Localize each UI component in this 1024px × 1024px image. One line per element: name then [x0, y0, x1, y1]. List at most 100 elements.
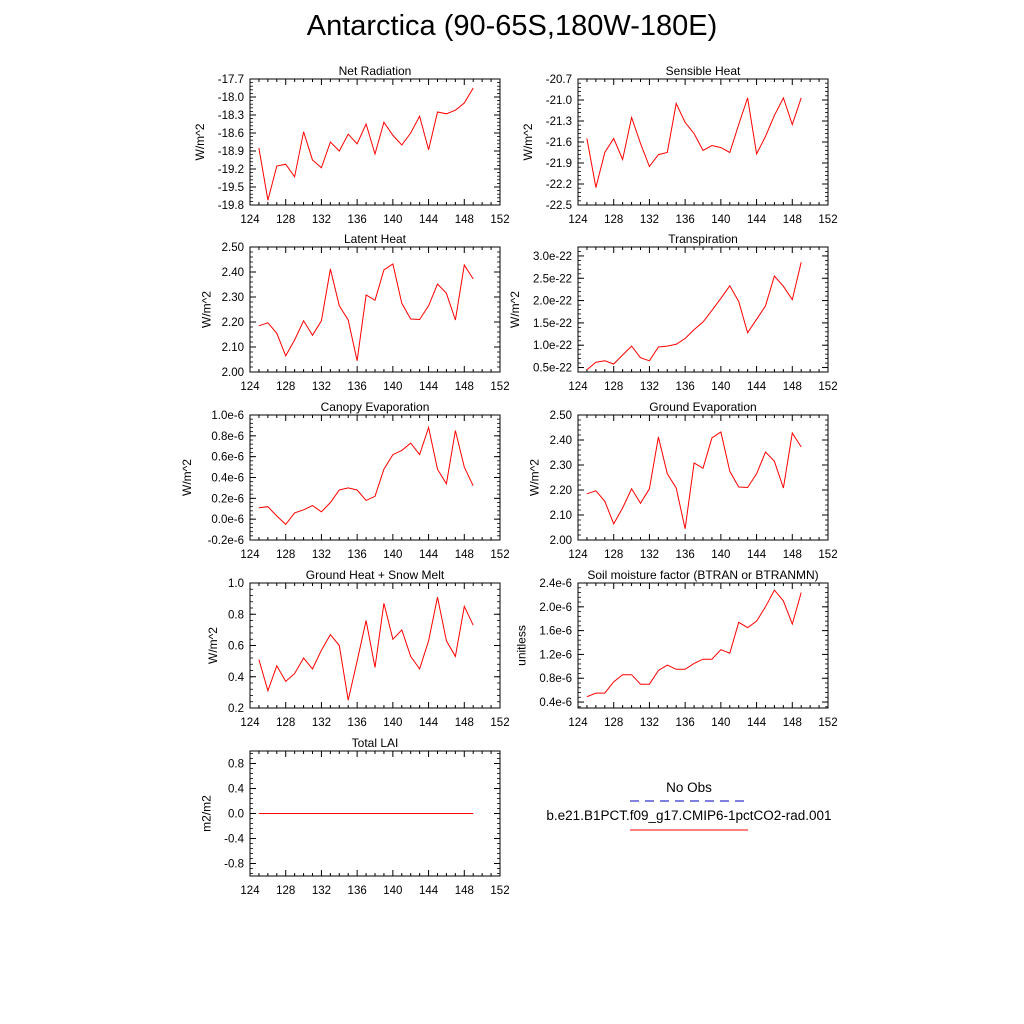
x-tick-label: 140 [383, 381, 402, 393]
y-tick-label: 0.4e-6 [539, 697, 572, 709]
plot-frame [577, 246, 829, 373]
x-tick-label: 132 [312, 885, 331, 897]
series-line [586, 431, 802, 529]
plot-frame [249, 414, 501, 541]
x-tick-label: 148 [783, 214, 802, 226]
x-tick-label: 136 [348, 717, 367, 729]
figure-title: Antarctica (90-65S,180W-180E) [306, 10, 718, 42]
x-tick-label: 152 [818, 381, 837, 393]
y-tick-label: 2.00 [222, 367, 244, 379]
legend-label-model: b.e21.B1PCT.f09_g17.CMIP6-1pctCO2-rad.00… [546, 808, 831, 823]
panel-title: Ground Heat + Snow Melt [306, 568, 445, 582]
x-tick-label: 152 [490, 214, 509, 226]
y-tick-label: -22.2 [546, 179, 572, 191]
y-tick-label: -19.5 [218, 182, 244, 194]
x-tick-label: 144 [747, 214, 767, 226]
x-tick-label: 136 [348, 381, 367, 393]
y-tick-label: -18.6 [218, 128, 244, 140]
series-line [258, 425, 474, 526]
x-tick-label: 132 [312, 381, 331, 393]
y-tick-label: 2.00 [550, 535, 572, 547]
y-axis-label: W/m^2 [508, 291, 522, 328]
series-line [586, 589, 802, 698]
x-tick-label: 136 [348, 549, 367, 561]
y-tick-label: 2.20 [222, 317, 244, 329]
y-tick-label: 2.40 [550, 435, 572, 447]
panel-title: Net Radiation [339, 64, 412, 78]
y-tick-label: 0.6 [228, 641, 244, 653]
y-tick-label: 0.2 [228, 703, 244, 715]
y-tick-label: 0.8e-6 [539, 673, 572, 685]
plot-frame [577, 582, 829, 709]
x-tick-label: 132 [640, 549, 659, 561]
y-tick-label: 1.0 [228, 578, 244, 590]
y-tick-label: -19.8 [218, 200, 244, 212]
y-tick-label: 2.10 [222, 342, 244, 354]
x-tick-label: 124 [240, 549, 260, 561]
y-tick-label: 0.5e-22 [533, 363, 572, 375]
x-tick-label: 128 [276, 214, 295, 226]
y-tick-label: -20.7 [546, 74, 572, 86]
y-tick-label: 2.50 [550, 410, 572, 422]
x-tick-label: 128 [276, 717, 295, 729]
x-tick-label: 136 [676, 381, 695, 393]
x-tick-label: 144 [419, 214, 439, 226]
x-tick-label: 152 [490, 885, 509, 897]
y-axis-label: W/m^2 [521, 123, 535, 160]
y-tick-label: 2.20 [550, 485, 572, 497]
x-tick-label: 152 [490, 717, 509, 729]
legend: No Obs b.e21.B1PCT.f09_g17.CMIP6-1pctCO2-… [546, 780, 832, 831]
y-tick-label: 2.40 [222, 267, 244, 279]
x-tick-label: 124 [568, 717, 588, 729]
panel-title: Sensible Heat [666, 64, 741, 78]
x-tick-label: 140 [383, 549, 402, 561]
y-tick-label: 1.0e-6 [211, 410, 244, 422]
y-tick-label: -19.2 [218, 164, 244, 176]
y-tick-label: 0.4e-6 [211, 473, 244, 485]
y-tick-label: 0.8 [228, 609, 244, 621]
panel-title: Ground Evaporation [649, 400, 756, 414]
x-tick-label: 128 [604, 214, 623, 226]
y-tick-label: 2.30 [222, 292, 244, 304]
x-tick-label: 132 [640, 717, 659, 729]
x-tick-label: 128 [604, 381, 623, 393]
y-tick-label: 2.4e-6 [539, 578, 572, 590]
x-tick-label: 124 [240, 381, 260, 393]
x-tick-label: 136 [676, 717, 695, 729]
y-axis-label: W/m^2 [206, 627, 220, 664]
panel-1: 124 128 132 136 140 144 148 152 -20.7 -21.0 -21.3 -… [521, 64, 838, 226]
y-tick-label: 2.50 [222, 242, 244, 254]
series-line [258, 263, 474, 361]
y-tick-label: 3.0e-22 [533, 251, 572, 263]
plot-frame [249, 78, 501, 206]
series-line [258, 87, 474, 201]
x-tick-label: 132 [312, 214, 331, 226]
x-tick-label: 124 [240, 717, 260, 729]
x-tick-label: 152 [818, 214, 837, 226]
x-tick-label: 140 [711, 717, 730, 729]
y-axis-label: W/m^2 [199, 291, 213, 328]
x-tick-label: 148 [783, 549, 802, 561]
y-tick-label: 0.4 [228, 784, 245, 796]
y-tick-label: 0.8e-6 [211, 431, 244, 443]
panel-title: Canopy Evaporation [321, 400, 430, 414]
y-tick-label: 0.8 [228, 759, 244, 771]
y-tick-label: 2.5e-22 [533, 273, 572, 285]
x-tick-label: 128 [276, 885, 295, 897]
y-tick-label: 2.10 [550, 510, 572, 522]
y-tick-label: -0.4 [224, 834, 244, 846]
panel-title: Latent Heat [344, 232, 407, 246]
panel-3: 124 128 132 136 140 144 148 152 0.5e-22 1.0e-22 1.… [508, 232, 837, 393]
x-tick-label: 152 [490, 381, 509, 393]
x-tick-label: 144 [747, 717, 767, 729]
x-tick-label: 140 [383, 214, 402, 226]
x-tick-label: 144 [747, 381, 767, 393]
x-tick-label: 144 [747, 549, 767, 561]
panel-0: 124 128 132 136 140 144 148 152 -17.7 -18.0 -18.3 -… [193, 64, 510, 226]
x-tick-label: 148 [455, 885, 474, 897]
x-tick-label: 136 [676, 214, 695, 226]
x-tick-label: 132 [312, 717, 331, 729]
y-tick-label: -21.6 [546, 137, 572, 149]
x-tick-label: 128 [276, 381, 295, 393]
y-tick-label: 0.0 [228, 809, 244, 821]
